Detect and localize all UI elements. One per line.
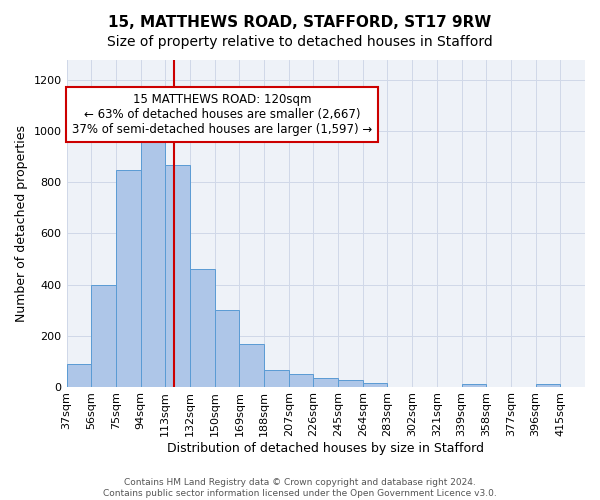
Text: 15 MATTHEWS ROAD: 120sqm
← 63% of detached houses are smaller (2,667)
37% of sem: 15 MATTHEWS ROAD: 120sqm ← 63% of detach… (72, 92, 372, 136)
Text: Contains HM Land Registry data © Crown copyright and database right 2024.
Contai: Contains HM Land Registry data © Crown c… (103, 478, 497, 498)
Bar (140, 142, 165, 386)
Bar (67, 364, 91, 386)
Bar (116, 170, 140, 386)
Bar (264, 370, 289, 386)
Text: Size of property relative to detached houses in Stafford: Size of property relative to detached ho… (107, 35, 493, 49)
Bar (338, 380, 363, 386)
Bar (363, 383, 388, 386)
Bar (289, 374, 313, 386)
Bar (165, 164, 190, 386)
Bar (215, 310, 239, 386)
Bar (239, 344, 264, 387)
Bar (91, 284, 116, 386)
Y-axis label: Number of detached properties: Number of detached properties (15, 125, 28, 322)
X-axis label: Distribution of detached houses by size in Stafford: Distribution of detached houses by size … (167, 442, 484, 455)
Text: 15, MATTHEWS ROAD, STAFFORD, ST17 9RW: 15, MATTHEWS ROAD, STAFFORD, ST17 9RW (109, 15, 491, 30)
Bar (190, 269, 215, 386)
Bar (313, 378, 338, 386)
Bar (536, 384, 560, 386)
Bar (461, 384, 486, 386)
